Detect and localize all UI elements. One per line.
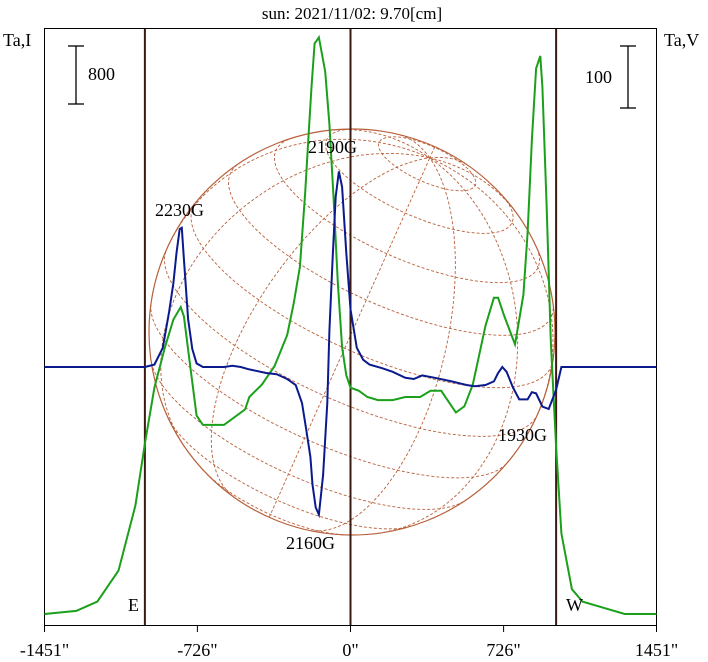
latitude-line bbox=[273, 138, 540, 284]
longitude-line bbox=[429, 146, 436, 159]
longitude-line bbox=[210, 157, 430, 497]
right-axis-label: Ta,V bbox=[664, 30, 699, 50]
annotation-2190g: 2190G bbox=[308, 137, 357, 157]
latitude-line bbox=[164, 251, 537, 437]
longitude-line bbox=[429, 156, 467, 165]
right-scale-bar bbox=[620, 45, 636, 109]
x-tick-label: 1451" bbox=[635, 640, 678, 660]
longitude-line bbox=[308, 157, 456, 532]
limb-and-center-lines bbox=[143, 29, 558, 625]
x-axis-ticks: -1451" -726" 0" 726" 1451" bbox=[20, 625, 678, 660]
longitude-line bbox=[328, 129, 431, 159]
longitude-line bbox=[429, 157, 554, 415]
longitude-line bbox=[429, 157, 518, 215]
west-limb-label: W bbox=[566, 595, 583, 615]
x-tick-label: -726" bbox=[177, 640, 217, 660]
latitude-line bbox=[325, 128, 514, 234]
longitude-line bbox=[160, 152, 430, 443]
latitude-line bbox=[228, 164, 554, 336]
chart-title: sun: 2021/11/02: 9.70[cm] bbox=[262, 4, 442, 23]
longitude-line bbox=[268, 157, 431, 518]
east-limb-label: E bbox=[128, 595, 139, 615]
longitude-line bbox=[166, 138, 430, 250]
right-scale-label: 100 bbox=[585, 67, 612, 87]
annotation-2230g: 2230G bbox=[155, 200, 204, 220]
annotation-1930g: 1930G bbox=[498, 425, 547, 445]
x-tick-label: -1451" bbox=[20, 640, 69, 660]
solar-disk-grid bbox=[148, 128, 556, 536]
series-line-green bbox=[44, 34, 657, 615]
x-tick-label: 0" bbox=[342, 640, 358, 660]
left-scale-label: 800 bbox=[88, 64, 115, 84]
x-tick-label: 726" bbox=[486, 640, 520, 660]
latitude-line bbox=[167, 417, 412, 530]
longitude-line bbox=[400, 134, 431, 159]
annotation-2160g: 2160G bbox=[286, 533, 335, 553]
latitude-line bbox=[205, 472, 345, 536]
longitude-line bbox=[383, 157, 519, 533]
left-axis-label: Ta,I bbox=[3, 30, 31, 50]
series-line-blue bbox=[44, 171, 657, 519]
left-scale-bar bbox=[68, 45, 84, 105]
